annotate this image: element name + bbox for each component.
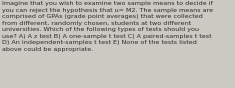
Text: Imagine that you wish to examine two sample means to decide if
you can reject th: Imagine that you wish to examine two sam… [2, 1, 213, 52]
